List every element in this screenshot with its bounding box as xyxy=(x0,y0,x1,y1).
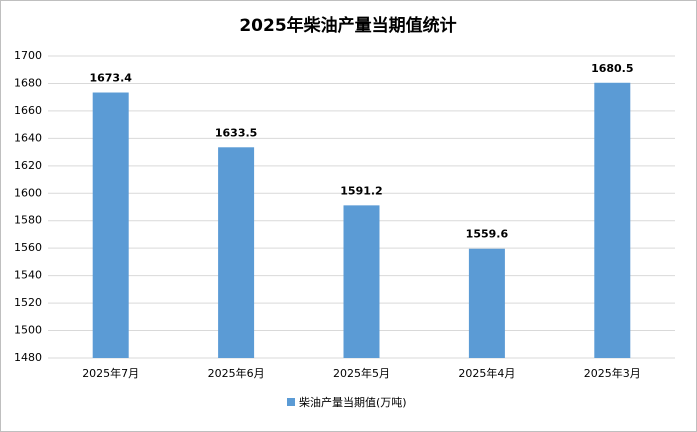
data-label: 1680.5 xyxy=(591,62,633,75)
y-tick-label: 1620 xyxy=(14,159,42,172)
chart-title: 2025年柴油产量当期值统计 xyxy=(239,15,456,36)
y-tick-label: 1580 xyxy=(14,214,42,227)
bar xyxy=(343,205,380,358)
data-label: 1591.2 xyxy=(340,184,382,197)
y-tick-label: 1520 xyxy=(14,296,42,309)
y-tick-label: 1540 xyxy=(14,269,42,282)
data-label: 1673.4 xyxy=(89,72,132,85)
x-tick-label: 2025年6月 xyxy=(208,366,265,380)
legend-label: 柴油产量当期值(万吨) xyxy=(299,395,407,409)
y-tick-label: 1600 xyxy=(14,186,42,199)
y-tick-label: 1500 xyxy=(14,324,42,337)
y-tick-label: 1680 xyxy=(14,76,42,89)
bar xyxy=(594,82,631,358)
bar xyxy=(92,92,129,359)
y-tick-label: 1480 xyxy=(14,351,42,364)
y-tick-label: 1640 xyxy=(14,131,42,144)
x-tick-label: 2025年7月 xyxy=(82,366,139,380)
y-tick-label: 1560 xyxy=(14,241,42,254)
x-tick-label: 2025年3月 xyxy=(584,366,641,380)
data-label: 1559.6 xyxy=(466,228,509,241)
legend-swatch xyxy=(287,398,295,406)
data-label: 1633.5 xyxy=(215,126,257,139)
x-tick-label: 2025年4月 xyxy=(458,366,515,380)
bar xyxy=(218,147,255,358)
y-tick-label: 1700 xyxy=(14,49,42,62)
y-tick-label: 1660 xyxy=(14,104,42,117)
x-tick-label: 2025年5月 xyxy=(333,366,390,380)
bar xyxy=(468,248,505,358)
